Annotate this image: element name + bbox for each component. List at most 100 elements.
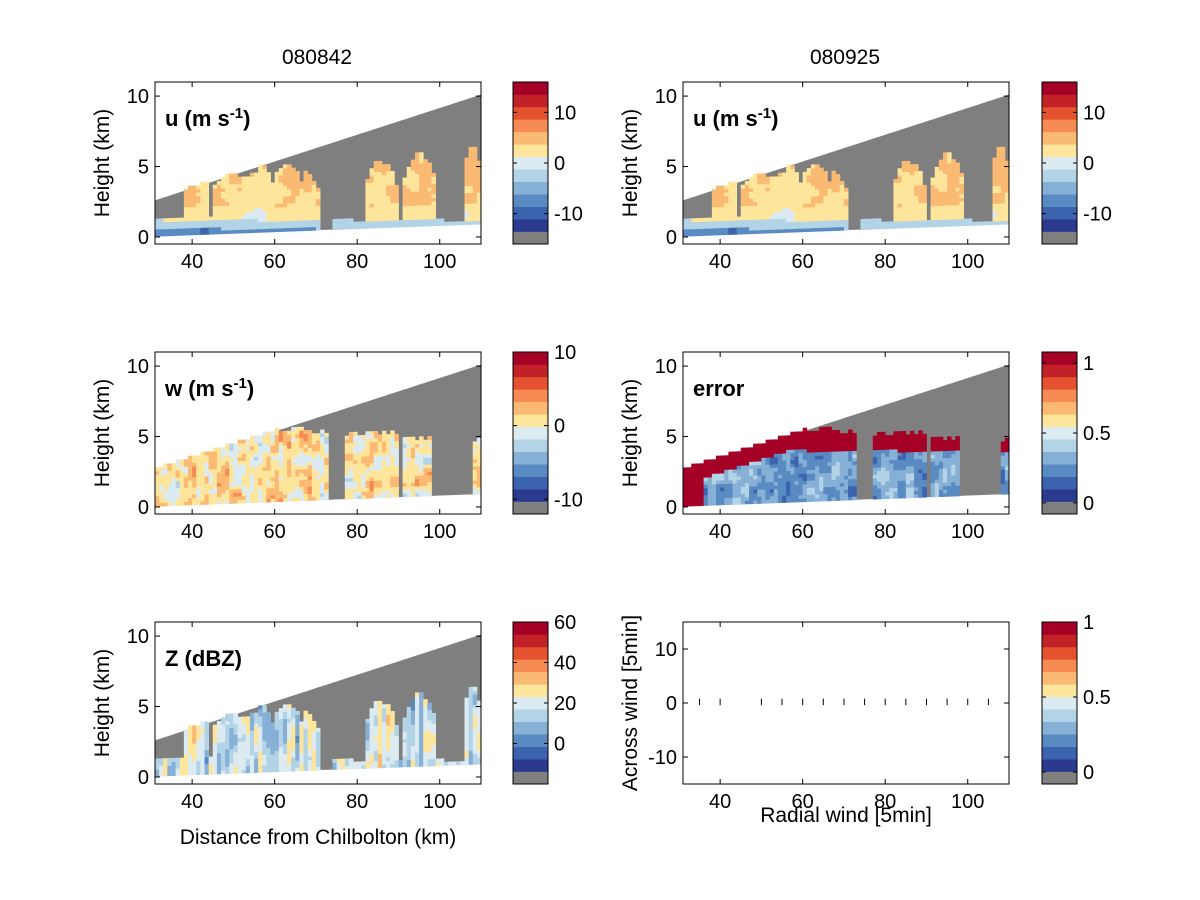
heatmap-cell (419, 472, 424, 476)
heatmap-cell (848, 458, 853, 462)
heatmap-cell (794, 449, 799, 453)
heatmap-cell (460, 221, 465, 225)
heatmap-cell (893, 477, 898, 481)
heatmap-cell (745, 216, 750, 220)
heatmap-cell (827, 469, 832, 473)
heatmap-cell (939, 202, 944, 206)
heatmap-cell (238, 766, 243, 770)
heatmap-cell (753, 226, 758, 230)
heatmap-cell (840, 220, 845, 224)
heatmap-cell (840, 227, 845, 231)
heatmap-cell (295, 753, 300, 757)
heatmap-cell (947, 188, 952, 192)
heatmap-cell (308, 479, 313, 483)
heatmap-cell (320, 444, 325, 448)
heatmap-cell (378, 189, 383, 193)
heatmap-cell (233, 489, 238, 493)
heatmap-cell (786, 190, 791, 194)
heatmap-cell (283, 172, 288, 176)
heatmap-cell (906, 210, 911, 214)
heatmap-cell (737, 497, 742, 501)
heatmap-cell (753, 184, 758, 188)
heatmap-cell (258, 495, 263, 499)
heatmap-cell (852, 479, 857, 483)
heatmap-cell (799, 498, 804, 502)
heatmap-cell (415, 216, 420, 220)
heatmap-cell (774, 468, 779, 472)
heatmap-cell (947, 166, 952, 170)
heatmap-cell (419, 436, 424, 440)
heatmap-cell (316, 731, 321, 735)
heatmap-cell (832, 476, 837, 480)
heatmap-cell (229, 759, 234, 763)
heatmap-cell (832, 220, 837, 224)
heatmap-cell (898, 435, 903, 439)
heatmap-cell (221, 468, 226, 472)
colorbar-swatch (1042, 94, 1077, 107)
heatmap-cell (176, 498, 181, 502)
heatmap-cell (361, 484, 366, 488)
y-tick-label: 10 (127, 356, 149, 378)
heatmap-cell (469, 179, 474, 183)
heatmap-cell (811, 431, 816, 435)
heatmap-cell (819, 445, 824, 449)
heatmap-cell (345, 766, 350, 770)
heatmap-cell (217, 465, 222, 469)
heatmap-cell (749, 227, 754, 231)
heatmap-cell (893, 214, 898, 218)
heatmap-cell (262, 719, 267, 723)
heatmap-cell (341, 226, 346, 230)
heatmap-cell (794, 214, 799, 218)
heatmap-cell (229, 472, 234, 476)
heatmap-cell (316, 749, 321, 753)
colorbar-swatch (513, 182, 548, 195)
heatmap-cell (687, 481, 692, 485)
heatmap-cell (159, 488, 164, 492)
heatmap-cell (345, 471, 350, 475)
heatmap-cell (683, 503, 688, 507)
heatmap-cell (279, 431, 284, 435)
heatmap-cell (910, 189, 915, 193)
heatmap-cell (823, 430, 828, 434)
heatmap-cell (200, 771, 205, 775)
heatmap-cell (262, 432, 267, 436)
heatmap-cell (192, 193, 197, 197)
heatmap-cell (370, 449, 375, 453)
heatmap-cell (262, 176, 267, 180)
heatmap-cell (918, 189, 923, 193)
heatmap-cell (205, 473, 210, 477)
heatmap-cell (167, 467, 172, 471)
heatmap-cell (275, 722, 280, 726)
heatmap-cell (172, 225, 177, 229)
heatmap-cell (1001, 445, 1006, 449)
heatmap-cell (844, 451, 849, 455)
heatmap-cell (423, 457, 428, 461)
heatmap-cell (700, 467, 705, 471)
heatmap-cell (370, 459, 375, 463)
heatmap-cell (180, 218, 185, 222)
heatmap-cell (394, 444, 399, 448)
heatmap-cell (266, 463, 271, 467)
heatmap-cell (229, 486, 234, 490)
heatmap-cell (266, 172, 271, 176)
heatmap-cell (444, 222, 449, 226)
heatmap-cell (246, 755, 251, 759)
heatmap-cell (225, 756, 230, 760)
heatmap-cell (353, 439, 358, 443)
heatmap-cell (803, 179, 808, 183)
heatmap-cell (200, 487, 205, 491)
heatmap-cell (951, 440, 956, 444)
heatmap-cell (382, 171, 387, 175)
heatmap-cell (807, 228, 812, 232)
heatmap-cell (163, 467, 168, 471)
heatmap-cell (386, 469, 391, 473)
heatmap-cell (902, 182, 907, 186)
heatmap-cell (753, 230, 758, 234)
heatmap-cell (233, 472, 238, 476)
heatmap-cell (687, 471, 692, 475)
heatmap-cell (473, 470, 478, 474)
heatmap-cell (840, 188, 845, 192)
heatmap-cell (881, 481, 886, 485)
heatmap-cell (774, 180, 779, 184)
heatmap-cell (283, 164, 288, 168)
